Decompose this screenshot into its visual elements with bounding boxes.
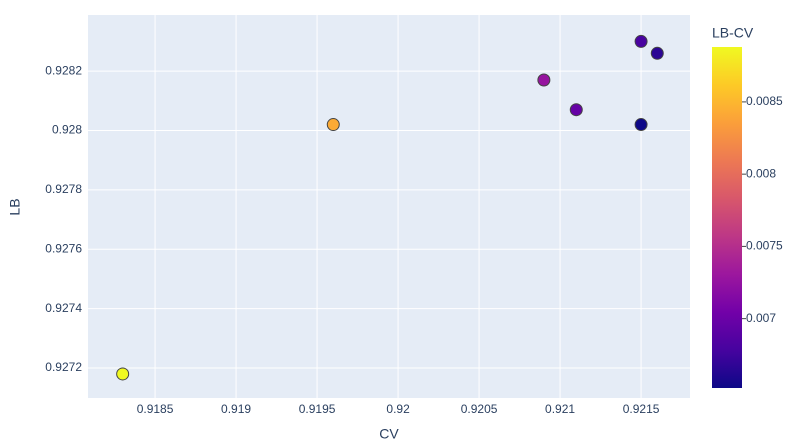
x-axis-title: CV xyxy=(379,426,399,442)
y-tick-label: 0.9272 xyxy=(45,360,82,374)
x-tick-label: 0.92 xyxy=(386,402,410,416)
colorbar-tick-label: 0.008 xyxy=(746,166,776,180)
colorbar xyxy=(712,47,742,388)
y-tick-label: 0.9276 xyxy=(45,241,82,255)
y-tick-label: 0.9278 xyxy=(45,182,82,196)
y-tick-label: 0.928 xyxy=(52,123,82,137)
point xyxy=(326,118,340,132)
x-tick-label: 0.9185 xyxy=(137,402,174,416)
x-tick-label: 0.921 xyxy=(545,402,575,416)
x-tick-label: 0.919 xyxy=(221,402,251,416)
point xyxy=(650,46,664,60)
point xyxy=(634,34,648,48)
point xyxy=(634,118,648,132)
x-tick-label: 0.9195 xyxy=(299,402,336,416)
point xyxy=(116,367,130,381)
x-tick-label: 0.9215 xyxy=(623,402,660,416)
colorbar-title: LB-CV xyxy=(712,25,754,41)
point xyxy=(537,73,551,87)
plot-area xyxy=(88,15,690,398)
y-tick-label: 0.9274 xyxy=(45,301,82,315)
colorbar-tick-label: 0.007 xyxy=(746,311,776,325)
y-tick-label: 0.9282 xyxy=(45,63,82,77)
point xyxy=(569,103,583,117)
x-tick-label: 0.9205 xyxy=(461,402,498,416)
colorbar-tick-label: 0.0075 xyxy=(746,239,783,253)
y-axis-title: LB xyxy=(7,198,23,215)
colorbar-tick-label: 0.0085 xyxy=(746,94,783,108)
